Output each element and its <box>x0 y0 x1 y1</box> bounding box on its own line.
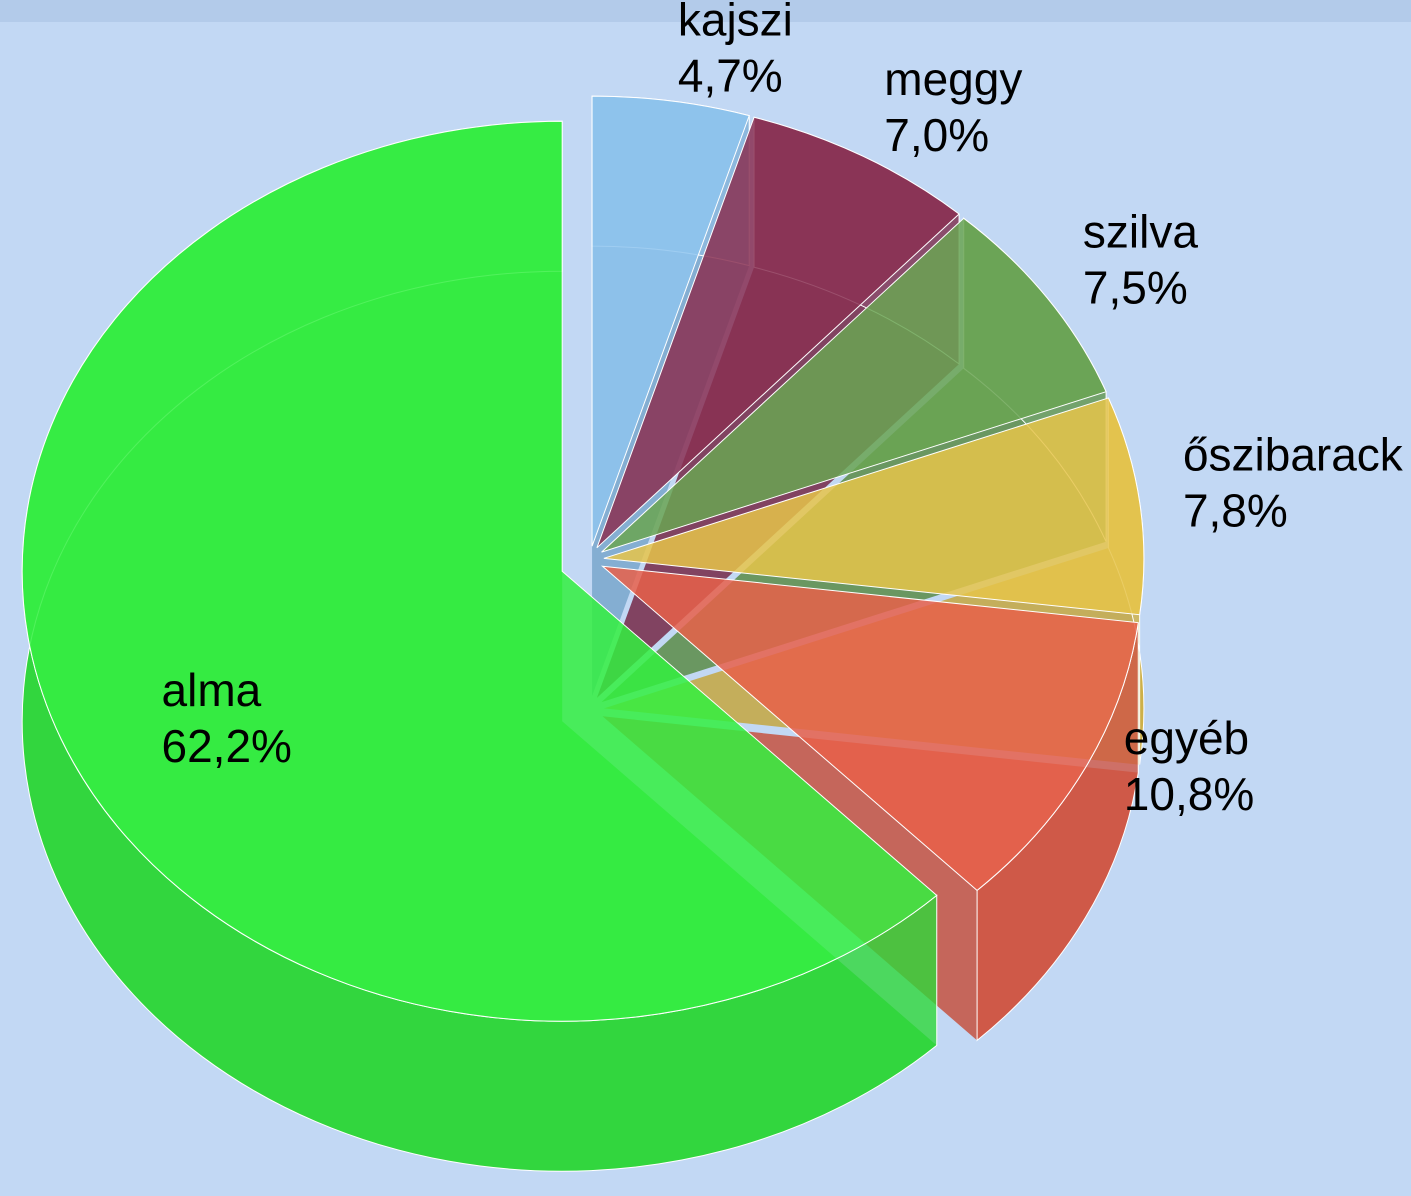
slice-label: őszibarack 7,8% <box>1183 428 1404 536</box>
slice-label-name: meggy <box>884 53 1022 105</box>
slice-label-value: 4,7% <box>678 49 783 101</box>
slice-label-name: egyéb <box>1124 712 1249 764</box>
slice-label-value: 10,8% <box>1124 768 1254 820</box>
slice-label-value: 7,0% <box>884 109 989 161</box>
slice-label-value: 62,2% <box>162 720 292 772</box>
slice-label: szilva 7,5% <box>1083 206 1198 314</box>
slice <box>21 120 938 1022</box>
slice-label-value: 7,5% <box>1083 262 1188 314</box>
slice <box>591 95 750 547</box>
slice-label: meggy 7,0% <box>884 53 1022 161</box>
slice <box>600 565 1139 892</box>
slice <box>596 116 960 549</box>
slice <box>601 217 1107 553</box>
slice-label: egyéb 10,8% <box>1124 712 1254 820</box>
slice-label-value: 7,8% <box>1183 484 1288 536</box>
slice-label-name: kajszi <box>678 0 793 45</box>
slice-label-name: alma <box>162 664 262 716</box>
slice-label: kajszi 4,7% <box>678 0 793 101</box>
top-band <box>0 0 1411 22</box>
slice-label: alma 62,2% <box>162 664 292 772</box>
slice-label-name: őszibarack <box>1183 428 1404 480</box>
slice-label-name: szilva <box>1083 206 1198 258</box>
slice <box>603 397 1145 616</box>
